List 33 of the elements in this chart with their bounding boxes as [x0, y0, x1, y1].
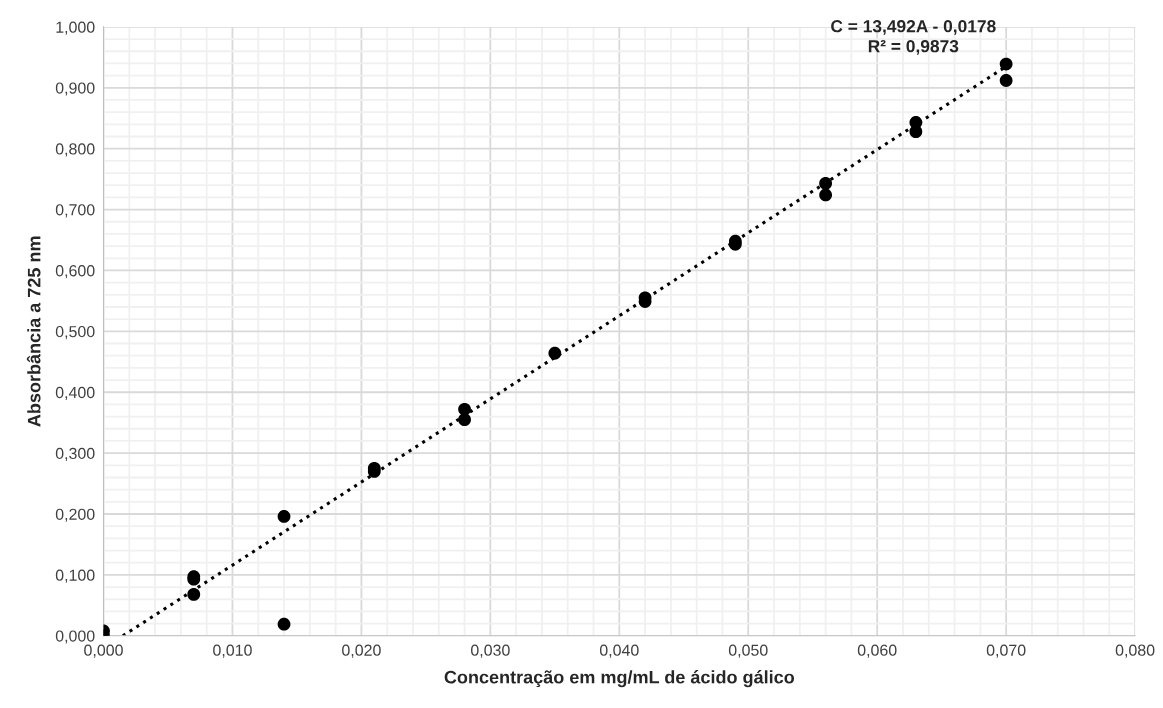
point	[277, 510, 291, 523]
point	[458, 413, 471, 427]
y-tick-label: 0,100	[55, 569, 95, 583]
y-tick-label: 0,600	[55, 265, 95, 279]
point	[819, 176, 833, 190]
x-tick-label: 0,080	[1115, 644, 1155, 658]
y-axis-title: Absorbância a 725 nm	[26, 236, 41, 427]
point	[277, 617, 291, 631]
x-tick-label: 0,020	[342, 644, 381, 658]
x-tick-label: 0,050	[728, 644, 768, 658]
x-tick-label: 0,010	[213, 644, 252, 658]
y-tick-label: 0,000	[55, 630, 95, 644]
point	[999, 57, 1013, 71]
annotation: C = 13,492A - 0,0178 R² = 0,9873	[831, 20, 996, 55]
y-tick-label: 0,700	[55, 204, 95, 218]
point	[999, 74, 1013, 87]
point	[819, 188, 833, 202]
y-tick-label: 0,400	[55, 386, 95, 401]
x-tick-label: 0,070	[986, 644, 1026, 658]
x-tick-label: 0,060	[857, 644, 897, 658]
y-tick-label: 1,000	[56, 21, 95, 35]
y-tick-label: 0,500	[55, 325, 95, 340]
point	[548, 346, 562, 360]
x-tick-label: 0,000	[84, 644, 123, 658]
y-tick-label: 0,300	[55, 447, 95, 461]
y-tick-label: 0,900	[55, 82, 95, 96]
point	[909, 125, 923, 139]
x-tick-label: 0,030	[470, 644, 510, 658]
y-tick-label: 0,800	[55, 143, 95, 157]
y-tick-label: 0,200	[55, 508, 95, 522]
point	[187, 587, 201, 601]
x-tick-label: 0,040	[599, 644, 639, 658]
x-axis-title: Concentração em mg/mL de ácido gálico	[444, 670, 795, 688]
